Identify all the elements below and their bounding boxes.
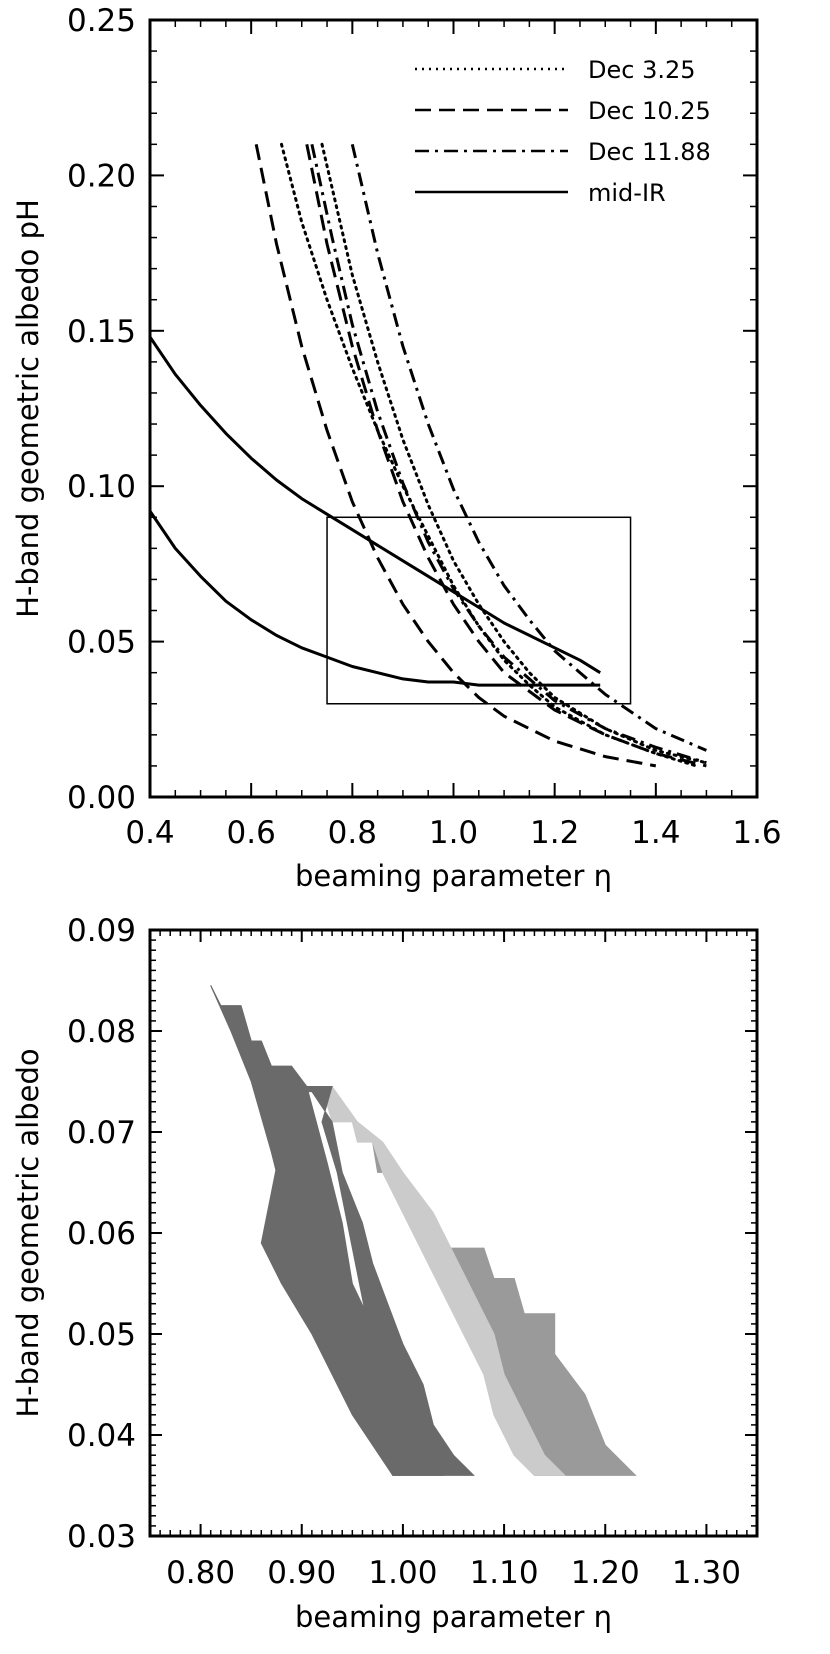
top-series-line-dashed <box>305 144 707 768</box>
top-x-tick-label: 1.2 <box>530 815 579 851</box>
bottom-y-tick-label: 0.05 <box>67 1317 136 1353</box>
legend-label: mid-IR <box>588 179 666 207</box>
top-y-tick-label: 0.10 <box>67 469 136 505</box>
top-x-axis-title: beaming parameter η <box>295 859 612 893</box>
legend-label: Dec 11.88 <box>588 138 711 166</box>
top-plot-frame <box>148 18 759 799</box>
bottom-x-tick-label: 0.90 <box>267 1555 336 1591</box>
top-series-line-dashed <box>254 144 657 768</box>
top-series-line-dash-dot <box>310 143 707 765</box>
confidence-region-3 <box>210 985 445 1476</box>
top-y-axis-title: H-band geometric albedo pH <box>11 199 45 618</box>
top-series-line-solid <box>148 510 601 687</box>
bottom-x-axis-title: beaming parameter η <box>295 1600 612 1634</box>
top-x-tick-label: 1.0 <box>429 815 478 851</box>
bottom-x-tick-label: 0.80 <box>166 1555 235 1591</box>
top-y-tick-label: 0.00 <box>67 780 136 816</box>
top-y-tick-label: 0.25 <box>67 3 136 39</box>
bottom-x-tick-label: 1.00 <box>368 1555 437 1591</box>
bottom-y-tick-label: 0.03 <box>67 1519 136 1555</box>
bottom-y-tick-label: 0.08 <box>67 1014 136 1050</box>
top-chart: 0.4 0.6 0.8 1.0 1.2 1.4 1.6 0.00 0.05 0.10 0.15 0.2… <box>11 3 782 893</box>
top-series-line-dotted <box>320 142 708 765</box>
top-x-tick-label: 0.6 <box>227 815 276 851</box>
bottom-x-tick-label: 1.30 <box>672 1555 741 1591</box>
bottom-y-tick-label: 0.09 <box>67 913 136 949</box>
legend-label: Dec 10.25 <box>588 97 711 125</box>
top-y-tick-label: 0.20 <box>67 158 136 194</box>
top-x-tick-label: 1.6 <box>732 815 781 851</box>
bottom-x-tick-label: 1.20 <box>571 1555 640 1591</box>
bottom-y-tick-label: 0.07 <box>67 1115 136 1151</box>
top-y-tick-label: 0.05 <box>67 625 136 661</box>
bottom-x-tick-label: 1.10 <box>470 1555 539 1591</box>
bottom-chart: 0.80 0.90 1.00 1.10 1.20 1.30 0.03 0.04 0.05 0.06… <box>11 913 759 1634</box>
legend-label: Dec 3.25 <box>588 56 696 84</box>
top-series-line-dotted <box>280 142 698 768</box>
bottom-y-tick-label: 0.06 <box>67 1216 136 1252</box>
top-x-tick-label: 0.4 <box>125 815 174 851</box>
top-x-tick-label: 1.4 <box>631 815 680 851</box>
top-x-tick-label: 0.8 <box>328 815 377 851</box>
top-series-line-dash-dot <box>350 143 707 752</box>
top-series-line-solid <box>148 336 601 674</box>
zoom-region-rect <box>326 516 632 705</box>
bottom-y-tick-label: 0.04 <box>67 1418 136 1454</box>
confidence-region-1 <box>301 1086 567 1476</box>
bottom-y-axis-title: H-band geometric albedo <box>11 1048 45 1417</box>
top-y-tick-label: 0.15 <box>67 314 136 350</box>
